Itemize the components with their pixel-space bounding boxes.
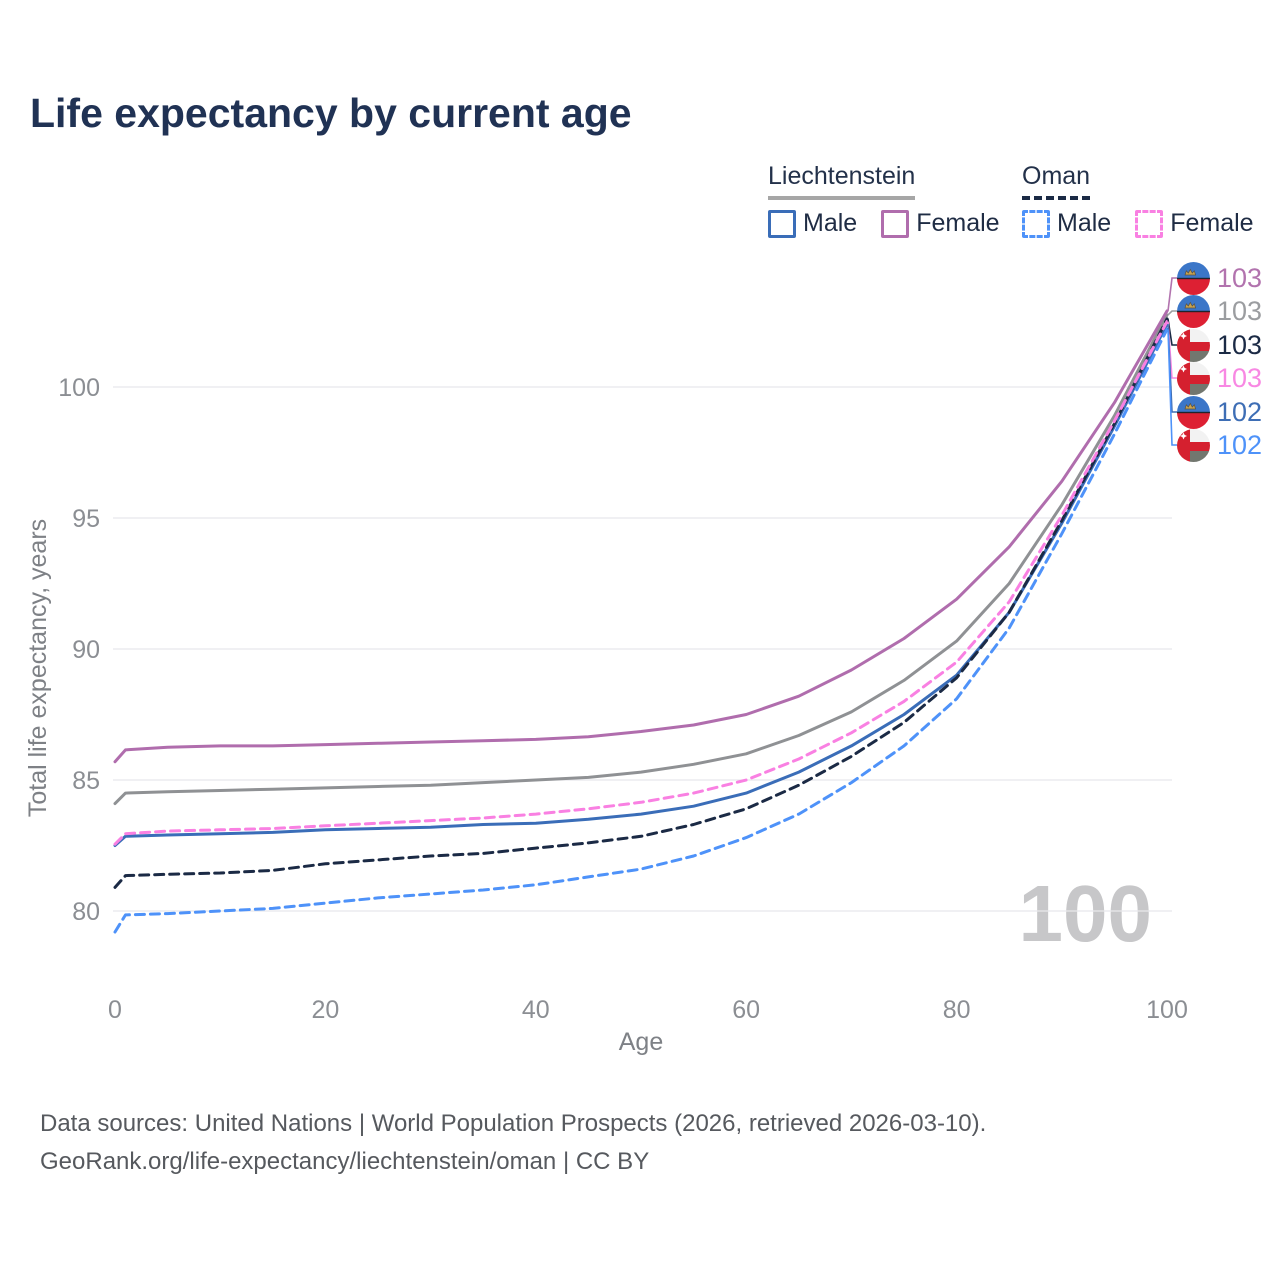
legend-group-oman: Oman Male Female xyxy=(1022,162,1254,238)
x-tick-100: 100 xyxy=(1146,996,1188,1024)
y-tick-80: 80 xyxy=(72,898,100,926)
oman-flag-icon xyxy=(1177,428,1210,462)
x-tick-80: 80 xyxy=(943,996,971,1024)
end-label-row: 102 xyxy=(1177,395,1262,429)
end-label-value: 102 xyxy=(1217,429,1263,460)
series-line-oman-female[interactable] xyxy=(113,320,1169,846)
end-label-value: 103 xyxy=(1217,262,1263,293)
legend-country-oman[interactable]: Oman xyxy=(1022,162,1091,200)
end-label-row: 103 xyxy=(1177,261,1262,295)
end-label-value: 103 xyxy=(1217,295,1263,326)
liechtenstein-flag-icon xyxy=(1177,261,1210,295)
legend-swatch-liechtenstein-female[interactable] xyxy=(881,209,910,238)
series-line-liechtenstein-female[interactable] xyxy=(113,309,1169,764)
footer-data-sources: Data sources: United Nations | World Pop… xyxy=(40,1110,987,1137)
x-tick-0: 0 xyxy=(108,996,122,1024)
end-label-row: 103 xyxy=(1177,294,1262,328)
legend-swatch-oman-male[interactable] xyxy=(1022,209,1050,238)
footer-attribution-link: GeoRank.org/life-expectancy/liechtenstei… xyxy=(40,1148,650,1175)
legend-country-liechtenstein[interactable]: Liechtenstein xyxy=(768,162,916,200)
x-tick-40: 40 xyxy=(522,996,550,1024)
end-label-row: 102 xyxy=(1177,428,1262,462)
y-axis-label: Total life expectancy, years xyxy=(24,519,52,817)
end-label-connector xyxy=(1167,329,1177,446)
legend-label-liechtenstein-female[interactable]: Female xyxy=(916,209,1000,237)
end-label-connector xyxy=(1167,318,1177,346)
legend-swatch-oman-female[interactable] xyxy=(1135,209,1164,238)
end-label-value: 103 xyxy=(1217,329,1263,360)
liechtenstein-flag-icon xyxy=(1177,395,1210,429)
y-tick-95: 95 xyxy=(72,505,100,533)
x-tick-60: 60 xyxy=(732,996,760,1024)
footer: Data sources: United Nations | World Pop… xyxy=(40,1105,986,1181)
y-tick-100: 100 xyxy=(58,374,100,402)
liechtenstein-flag-icon xyxy=(1177,294,1210,328)
end-label-row: 103 xyxy=(1177,328,1262,362)
legend-label-liechtenstein-male[interactable]: Male xyxy=(803,209,858,237)
page-title: Life expectancy by current age xyxy=(30,90,632,136)
legend-swatch-liechtenstein-male[interactable] xyxy=(768,209,796,238)
end-label-connector xyxy=(1167,277,1177,312)
series-line-oman-male[interactable] xyxy=(113,327,1169,934)
end-label-value: 103 xyxy=(1217,362,1263,393)
y-tick-90: 90 xyxy=(72,636,100,664)
series-line-liechtenstein-total[interactable] xyxy=(113,313,1169,806)
end-label-connector xyxy=(1167,310,1177,316)
oman-flag-icon xyxy=(1177,361,1210,395)
y-tick-85: 85 xyxy=(72,767,100,795)
legend-group-liechtenstein: Liechtenstein Male Female xyxy=(768,162,1000,238)
legend-label-oman-female[interactable]: Female xyxy=(1170,209,1254,237)
oman-flag-icon xyxy=(1177,328,1210,362)
end-label-value: 102 xyxy=(1217,396,1263,427)
end-label-row: 103 xyxy=(1177,361,1262,395)
legend-label-oman-male[interactable]: Male xyxy=(1057,209,1112,237)
x-tick-20: 20 xyxy=(311,996,339,1024)
age-watermark: 100 xyxy=(1018,869,1152,958)
series-line-oman-total[interactable] xyxy=(113,317,1169,889)
x-axis-label: Age xyxy=(619,1028,663,1056)
